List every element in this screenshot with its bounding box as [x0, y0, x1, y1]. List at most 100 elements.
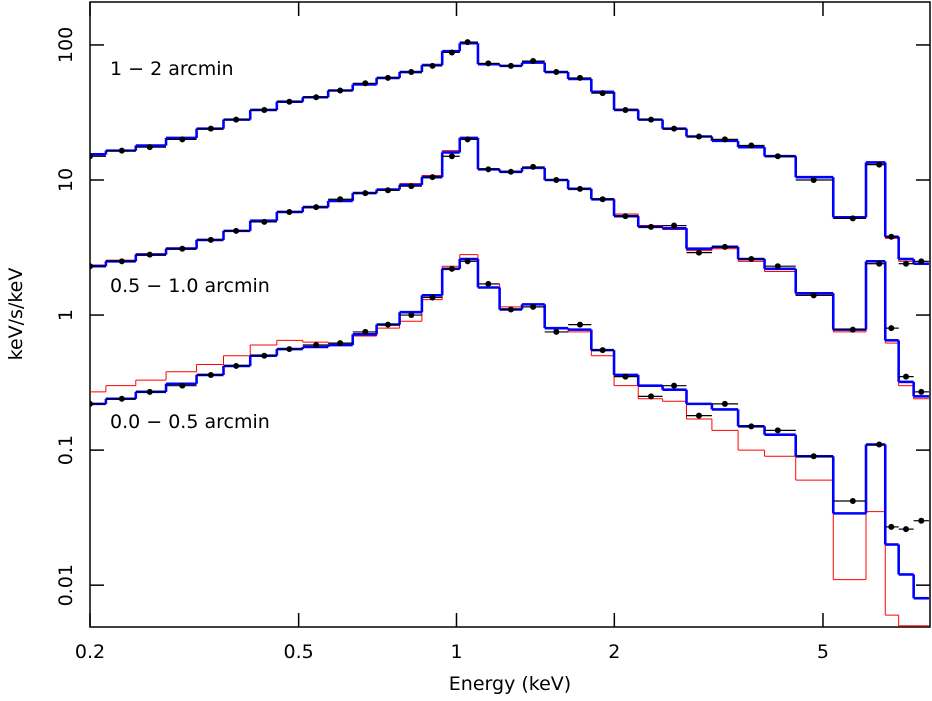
data-point	[622, 213, 629, 220]
data-point	[721, 400, 728, 407]
data-point	[721, 136, 728, 143]
x-tick-label: 0.2	[75, 641, 105, 663]
data-point	[233, 227, 240, 234]
data-point	[362, 328, 369, 335]
data-point	[448, 265, 455, 272]
data-point	[507, 168, 514, 175]
data-point	[179, 382, 186, 389]
data-point	[337, 340, 344, 347]
series-label: 1 − 2 arcmin	[110, 58, 234, 80]
y-tick-label: 1	[55, 309, 77, 321]
data-point	[695, 412, 702, 419]
data-point	[313, 94, 320, 101]
data-point	[810, 177, 817, 184]
x-tick-label: 1	[450, 641, 462, 663]
data-point	[918, 258, 925, 265]
data-point	[337, 87, 344, 94]
x-tick-label: 0.5	[284, 641, 314, 663]
data-point	[207, 125, 214, 132]
y-tick-label: 0.1	[55, 435, 77, 465]
data-point	[464, 258, 471, 265]
data-point	[671, 125, 678, 132]
data-point	[90, 263, 93, 270]
data-point	[849, 215, 856, 222]
data-point	[507, 306, 514, 313]
data-point	[599, 196, 606, 203]
data-point	[408, 69, 415, 76]
data-point	[622, 373, 629, 380]
data-point	[576, 74, 583, 81]
series-label: 0.0 − 0.5 arcmin	[110, 411, 270, 433]
data-point	[286, 98, 293, 105]
data-point	[648, 393, 655, 400]
data-point	[553, 69, 560, 76]
x-tick-label: 5	[817, 641, 829, 663]
data-point	[576, 321, 583, 328]
data-point	[485, 166, 492, 173]
data-point	[903, 260, 910, 267]
data-point	[553, 328, 560, 335]
data-point	[207, 236, 214, 243]
data-point	[233, 116, 240, 123]
data-point	[146, 251, 153, 258]
data-point	[179, 245, 186, 252]
data-point	[695, 133, 702, 140]
data-point	[774, 263, 781, 270]
data-point	[464, 39, 471, 46]
data-point	[918, 388, 925, 395]
data-point	[599, 90, 606, 97]
data-point	[362, 190, 369, 197]
data-point	[485, 60, 492, 67]
data-point	[774, 427, 781, 434]
data-point	[888, 523, 895, 530]
data-point	[384, 321, 391, 328]
data-point	[384, 187, 391, 194]
data-point	[748, 423, 755, 430]
data-point	[622, 106, 629, 113]
data-point	[408, 312, 415, 319]
data-point	[313, 342, 320, 349]
data-point	[876, 441, 883, 448]
data-point	[261, 106, 268, 113]
data-point	[888, 325, 895, 332]
data-point	[429, 174, 436, 181]
data-point	[179, 136, 186, 143]
data-point	[313, 204, 320, 211]
data-point	[648, 116, 655, 123]
data-point	[748, 256, 755, 263]
data-point	[384, 74, 391, 81]
y-tick-label: 0.01	[55, 564, 77, 606]
data-point	[429, 294, 436, 301]
data-point	[448, 49, 455, 56]
data-point	[810, 453, 817, 460]
data-point	[918, 517, 925, 524]
data-point	[464, 136, 471, 143]
data-point	[876, 161, 883, 168]
data-point	[90, 153, 93, 160]
data-point	[903, 373, 910, 380]
data-point	[261, 218, 268, 225]
data-point	[774, 153, 781, 160]
data-point	[408, 183, 415, 190]
data-point	[233, 362, 240, 369]
data-point	[429, 62, 436, 69]
data-point	[118, 395, 125, 402]
data-point	[90, 400, 93, 407]
plot-frame	[89, 1, 931, 628]
data-point	[599, 347, 606, 354]
data-point	[118, 258, 125, 265]
data-point	[721, 243, 728, 250]
data-point	[530, 58, 537, 65]
data-point	[507, 62, 514, 69]
data-point	[849, 326, 856, 333]
data-point	[810, 292, 817, 299]
data-point	[876, 260, 883, 267]
data-point	[576, 185, 583, 192]
y-tick-label: 100	[55, 27, 77, 63]
data-point	[648, 223, 655, 230]
data-point	[261, 352, 268, 359]
data-point	[362, 80, 369, 87]
data-point	[146, 144, 153, 151]
data-point	[695, 249, 702, 256]
